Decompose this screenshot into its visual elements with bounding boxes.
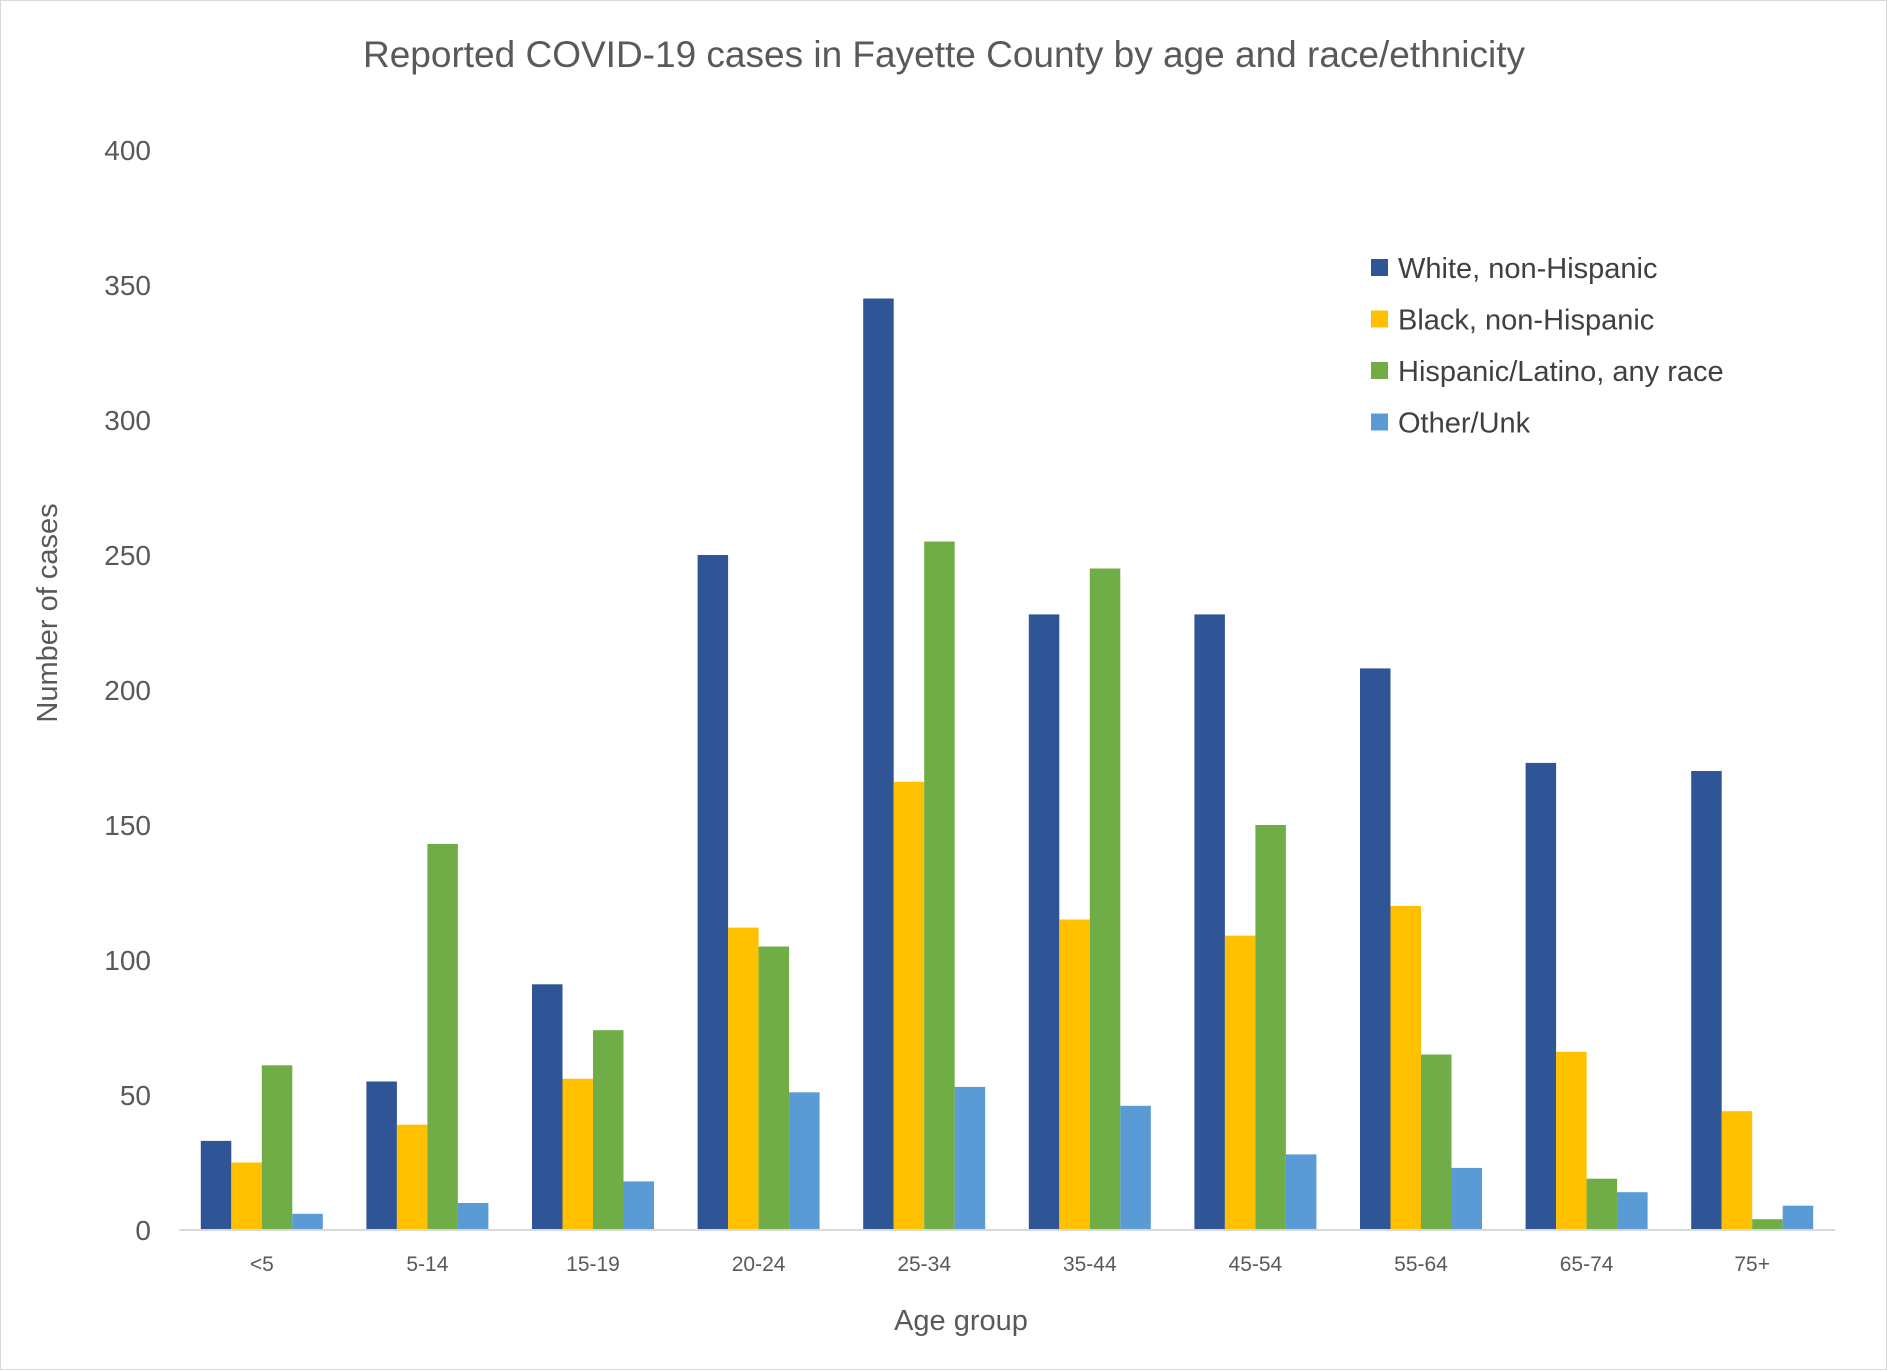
bar-hispanic-latino-any-race-0 <box>261 1065 293 1230</box>
legend-label: Hispanic/Latino, any race <box>1398 356 1724 388</box>
x-tick-label: 25-34 <box>897 1253 951 1276</box>
chart-title: Reported COVID-19 cases in Fayette Count… <box>363 34 1525 75</box>
bar-other-unk-9 <box>1782 1205 1814 1230</box>
bar-black-non-hispanic-6 <box>1224 935 1256 1230</box>
y-tick-label: 100 <box>104 945 151 976</box>
legend-swatch <box>1371 310 1388 328</box>
bar-other-unk-4 <box>954 1086 986 1230</box>
x-tick-label: 65-74 <box>1560 1253 1614 1276</box>
bar-white-non-hispanic-1 <box>366 1081 397 1230</box>
x-tick-label: 20-24 <box>732 1253 786 1276</box>
bar-hispanic-latino-any-race-4 <box>924 541 955 1230</box>
bars-group <box>200 298 1814 1230</box>
bar-hispanic-latino-any-race-2 <box>593 1030 624 1230</box>
bar-hispanic-latino-any-race-8 <box>1586 1178 1618 1230</box>
y-tick-label: 250 <box>104 540 151 571</box>
x-axis-title: Age group <box>894 1305 1028 1337</box>
bar-other-unk-3 <box>789 1092 820 1230</box>
y-tick-label: 150 <box>104 810 151 841</box>
bar-black-non-hispanic-5 <box>1059 919 1090 1230</box>
bar-black-non-hispanic-3 <box>728 927 759 1230</box>
bar-hispanic-latino-any-race-9 <box>1752 1219 1783 1230</box>
bar-hispanic-latino-any-race-7 <box>1421 1054 1452 1230</box>
y-tick-label: 50 <box>120 1080 151 1111</box>
x-tick-label: 15-19 <box>566 1253 620 1276</box>
bar-white-non-hispanic-9 <box>1691 771 1722 1230</box>
bar-hispanic-latino-any-race-3 <box>758 946 790 1230</box>
legend-label: Other/Unk <box>1398 408 1531 440</box>
y-tick-label: 350 <box>104 270 151 301</box>
bar-white-non-hispanic-3 <box>697 555 729 1230</box>
legend-label: Black, non-Hispanic <box>1398 305 1654 337</box>
legend-swatch <box>1371 259 1388 276</box>
y-tick-label: 0 <box>135 1215 151 1246</box>
bar-black-non-hispanic-8 <box>1556 1051 1587 1230</box>
x-axis-ticks: <5 5-14 15-19 20-24 25-34 35-44 45-54 55-64 65-7… <box>250 1253 1770 1276</box>
bar-other-unk-7 <box>1451 1167 1482 1230</box>
y-tick-label: 400 <box>104 135 151 166</box>
bar-other-unk-1 <box>457 1203 489 1230</box>
bar-hispanic-latino-any-race-5 <box>1089 568 1121 1230</box>
bar-white-non-hispanic-7 <box>1360 668 1391 1230</box>
x-tick-label: 45-54 <box>1229 1253 1283 1276</box>
bar-other-unk-2 <box>623 1181 654 1230</box>
bar-other-unk-0 <box>292 1213 323 1230</box>
legend-label: White, non-Hispanic <box>1398 253 1658 285</box>
bar-white-non-hispanic-8 <box>1525 762 1557 1230</box>
bar-white-non-hispanic-5 <box>1028 614 1060 1230</box>
bar-black-non-hispanic-4 <box>893 781 925 1230</box>
bar-black-non-hispanic-2 <box>562 1078 593 1230</box>
bar-black-non-hispanic-0 <box>231 1162 262 1230</box>
bar-white-non-hispanic-0 <box>200 1140 232 1230</box>
x-tick-label: <5 <box>250 1253 274 1276</box>
bar-hispanic-latino-any-race-1 <box>427 843 458 1230</box>
bar-white-non-hispanic-4 <box>863 298 894 1230</box>
bar-black-non-hispanic-7 <box>1390 906 1421 1230</box>
bar-black-non-hispanic-1 <box>396 1124 428 1230</box>
legend-swatch <box>1371 413 1388 431</box>
y-tick-label: 300 <box>104 405 151 436</box>
legend-swatch <box>1371 362 1388 379</box>
x-tick-label: 5-14 <box>406 1253 448 1276</box>
bar-black-non-hispanic-9 <box>1721 1111 1753 1230</box>
x-tick-label: 75+ <box>1734 1253 1770 1276</box>
x-tick-label: 35-44 <box>1063 1253 1117 1276</box>
legend: White, non-Hispanic Black, non-Hispanic Hi… <box>1371 253 1724 440</box>
bar-other-unk-5 <box>1120 1105 1151 1230</box>
y-axis-ticks: 0 50 100 150 200 250 300 350 400 <box>104 135 151 1246</box>
bar-white-non-hispanic-6 <box>1194 614 1225 1230</box>
bar-hispanic-latino-any-race-6 <box>1255 825 1286 1230</box>
y-tick-label: 200 <box>104 675 151 706</box>
x-tick-label: 55-64 <box>1394 1253 1448 1276</box>
y-axis-title: Number of cases <box>32 503 64 722</box>
bar-white-non-hispanic-2 <box>532 984 563 1230</box>
bar-other-unk-6 <box>1285 1154 1317 1230</box>
bar-other-unk-8 <box>1617 1192 1648 1230</box>
